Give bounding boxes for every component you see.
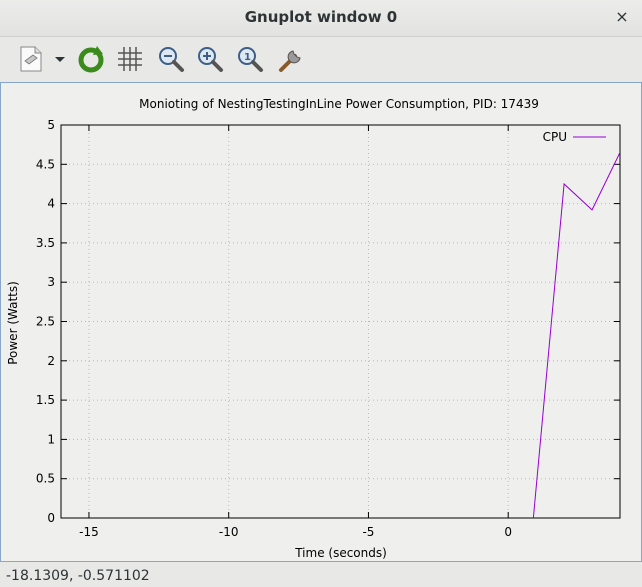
series-layer: [532, 152, 620, 518]
y-tick-label: 2: [47, 354, 55, 368]
zoom-in-button[interactable]: [194, 43, 226, 75]
svg-text:1: 1: [244, 52, 251, 63]
y-tick-label: 1: [47, 432, 55, 446]
plot-area[interactable]: Monioting of NestingTestingInLine Power …: [0, 82, 642, 562]
legend-label-cpu: CPU: [543, 130, 567, 144]
grid-button[interactable]: [114, 43, 146, 75]
ticks-layer: 0 0.5 1 1.5 2 2.5 3 3.5 4 4.5 5 -15 -10 -5 0: [36, 118, 620, 539]
x-tick-label: -5: [362, 525, 374, 539]
chart-title: Monioting of NestingTestingInLine Power …: [139, 97, 539, 111]
y-tick-label: 5: [47, 118, 55, 132]
x-tick-label: -10: [219, 525, 239, 539]
x-axis-label: Time (seconds): [294, 546, 387, 560]
grid-icon: [118, 47, 142, 71]
x-tick-label: 0: [504, 525, 512, 539]
export-icon: [20, 46, 42, 72]
plot-border: [60, 124, 621, 519]
replot-button[interactable]: [75, 43, 107, 75]
y-tick-label: 0: [47, 511, 55, 525]
zoom-out-button[interactable]: [155, 43, 187, 75]
title-bar: Gnuplot window 0 ×: [0, 0, 642, 37]
export-button[interactable]: [15, 43, 47, 75]
close-button[interactable]: ×: [615, 7, 629, 26]
status-coordinates: -18.1309, -0.571102: [6, 568, 150, 584]
export-dropdown-button[interactable]: [50, 43, 70, 75]
zoom-reset-button[interactable]: 1: [234, 43, 266, 75]
config-icon: [279, 50, 301, 72]
y-tick-label: 3: [47, 275, 55, 289]
grid-layer: [61, 125, 620, 518]
y-tick-label: 4: [47, 197, 55, 211]
y-tick-label: 0.5: [36, 472, 55, 486]
zoom-in-icon: [198, 47, 223, 72]
y-tick-label: 1.5: [36, 393, 55, 407]
y-axis-label: Power (Watts): [6, 281, 20, 365]
zoom-out-icon: [159, 47, 184, 72]
x-tick-label: -15: [79, 525, 99, 539]
power-chart: Monioting of NestingTestingInLine Power …: [6, 97, 621, 560]
export-dropdown-icon: [55, 57, 65, 62]
config-button[interactable]: [275, 43, 307, 75]
toolbar: 1: [0, 37, 642, 81]
y-tick-label: 4.5: [36, 157, 55, 171]
zoom-reset-icon: 1: [238, 47, 263, 72]
window-title: Gnuplot window 0: [244, 8, 398, 26]
replot-icon: [78, 46, 104, 73]
y-tick-label: 3.5: [36, 236, 55, 250]
series-line-cpu: [532, 152, 620, 518]
y-tick-label: 2.5: [36, 315, 55, 329]
legend: CPU: [543, 130, 606, 144]
